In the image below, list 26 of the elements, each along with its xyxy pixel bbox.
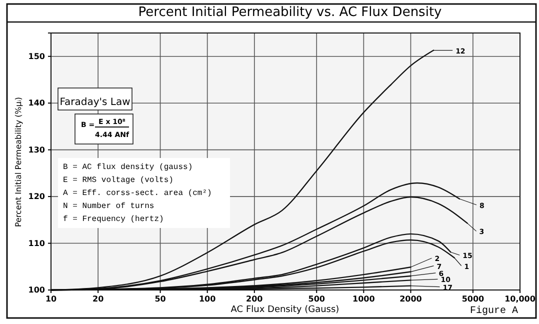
annotation: f = Frequency (hertz)	[63, 215, 164, 224]
annotation: E = RMS voltage (volts)	[63, 176, 174, 185]
x-tick-label: 50	[154, 294, 166, 304]
x-tick-label: 20	[92, 294, 104, 304]
annotation: B = AC flux density (gauss)	[63, 163, 193, 172]
y-tick-label: 150	[28, 52, 46, 61]
text: Figure A	[470, 305, 518, 317]
chart-title: Percent Initial Permeability vs. AC Flux Density	[138, 5, 442, 20]
y-axis-title: Percent Initial Permeability (%μᵢ)	[14, 96, 23, 228]
y-tick-label: 100	[28, 286, 46, 295]
x-tick-label: 1000	[352, 294, 376, 304]
y-tick-label: 130	[28, 145, 46, 154]
x-tick-label: 200	[246, 294, 264, 304]
x-axis-title: AC Flux Density (Gauss)	[230, 305, 340, 315]
x-tick-label: 10	[45, 294, 57, 304]
x-tick-label: 100	[198, 294, 216, 304]
annotation: A = Eff. corss-sect. area (cm²)	[63, 189, 212, 198]
x-tick-label: 10,000	[504, 294, 536, 304]
y-tick-label: 120	[28, 192, 46, 202]
annotation: Faraday's Law	[60, 97, 130, 108]
x-tick-label: 5000	[462, 294, 485, 304]
annotation: N = Number of turns	[63, 202, 154, 211]
y-tick-label: 140	[28, 98, 46, 108]
x-tick-label: 500	[308, 294, 326, 304]
x-tick-label: 2000	[400, 294, 422, 304]
y-tick-label: 110	[28, 238, 46, 248]
